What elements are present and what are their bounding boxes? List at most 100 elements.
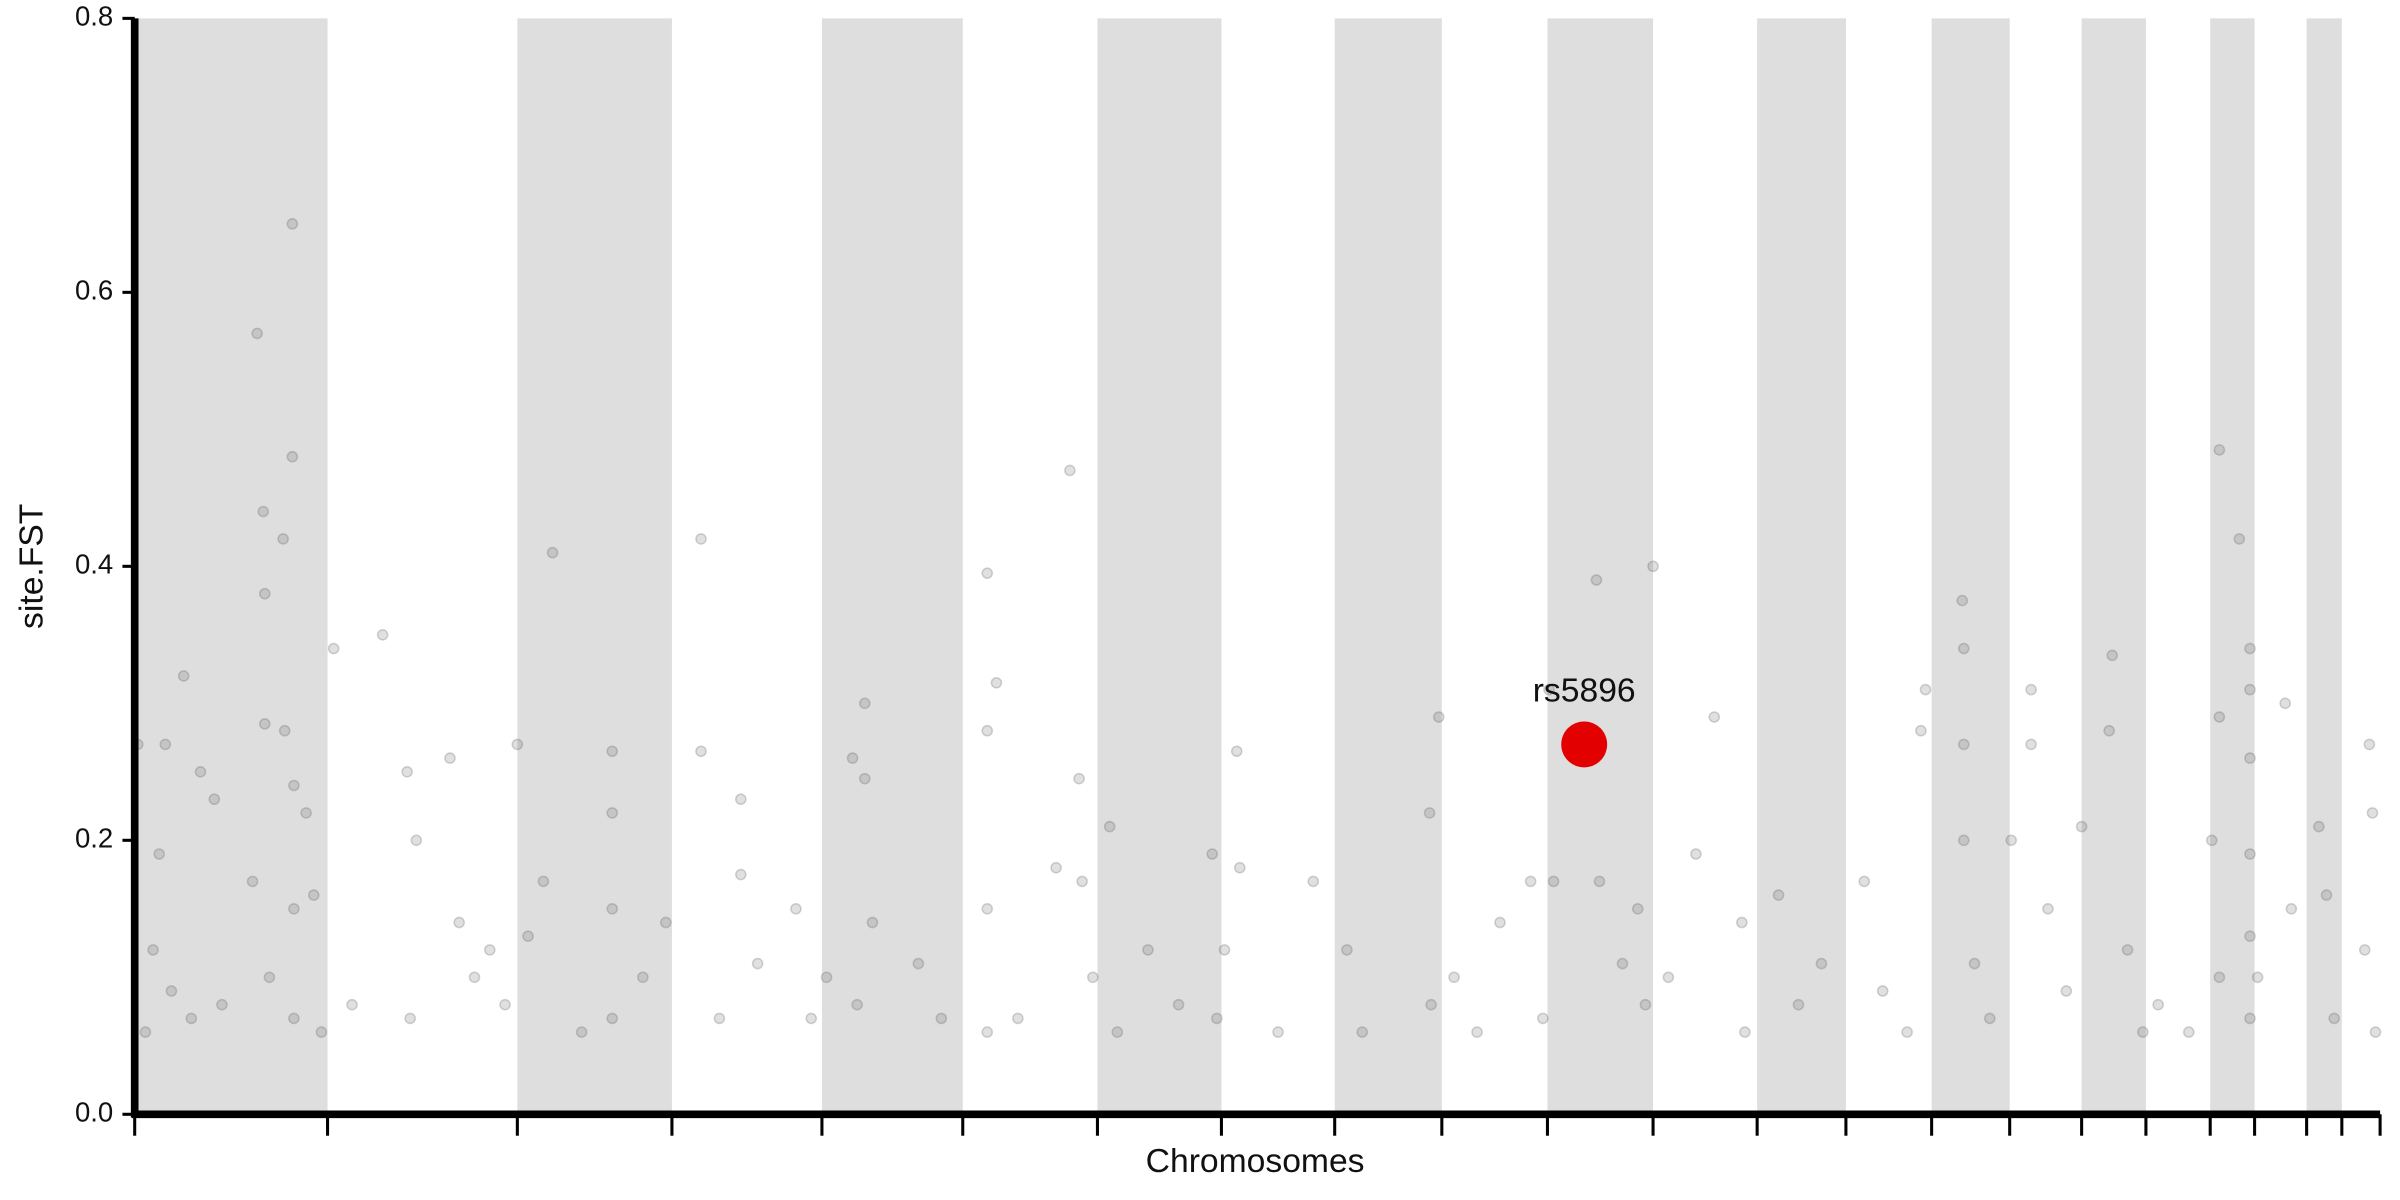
snp-point <box>606 745 619 758</box>
snp-point <box>606 902 619 915</box>
snp-point <box>735 868 747 881</box>
snp-point <box>327 642 340 655</box>
snp-point <box>2285 902 2298 915</box>
chromosome-band <box>1547 18 1654 1115</box>
snp-point <box>2279 697 2292 710</box>
snp-point <box>2205 834 2218 847</box>
snp-point <box>208 793 221 806</box>
snp-point <box>1690 848 1702 860</box>
snp-point <box>790 902 802 915</box>
snp-point <box>2213 711 2226 723</box>
snp-point <box>258 587 271 600</box>
y-tick-label: 0.0 <box>75 1097 113 1128</box>
snp-point <box>1524 875 1537 888</box>
snp-point <box>2106 649 2119 662</box>
snp-point <box>2233 533 2246 545</box>
snp-point <box>1639 998 1652 1011</box>
snp-point <box>251 327 263 340</box>
snp-point <box>2244 683 2256 696</box>
snp-point <box>1957 738 1970 751</box>
snp-point <box>2152 998 2164 1011</box>
snp-point <box>990 676 1003 689</box>
snp-point <box>2042 902 2054 915</box>
chromosome-band <box>1334 18 1442 1115</box>
snp-point <box>2369 1026 2382 1038</box>
snp-point <box>1647 560 1659 573</box>
snp-point <box>483 944 496 956</box>
snp-point <box>858 772 871 785</box>
snp-point <box>159 738 172 751</box>
snp-point <box>1547 875 1560 888</box>
snp-point <box>695 745 707 758</box>
chromosome-band <box>2210 18 2255 1115</box>
highlight-label: rs5896 <box>1533 672 1636 709</box>
snp-point <box>713 1012 726 1025</box>
snp-point <box>935 1012 948 1025</box>
snp-point <box>606 807 619 819</box>
snp-point <box>695 533 707 545</box>
snp-point <box>2060 985 2073 997</box>
y-tick-label: 0.6 <box>75 275 113 306</box>
snp-point <box>1111 1026 1124 1038</box>
snp-point <box>2213 444 2226 456</box>
chromosome-band <box>1097 18 1222 1115</box>
snp-point <box>2313 820 2325 833</box>
snp-point <box>1432 711 1445 723</box>
snp-point <box>2358 944 2371 956</box>
snp-point <box>1792 998 1805 1011</box>
snp-point <box>410 834 423 847</box>
snp-point <box>2025 738 2037 751</box>
snp-point <box>288 779 300 792</box>
highlight-point <box>1561 721 1608 768</box>
snp-point <box>2363 738 2376 751</box>
snp-point <box>376 629 389 641</box>
snp-point <box>1142 944 1154 956</box>
snp-point <box>1957 834 1970 847</box>
snp-point <box>2366 807 2379 819</box>
snp-point <box>2244 642 2256 655</box>
snp-point <box>1616 957 1629 970</box>
snp-point <box>1772 889 1785 901</box>
snp-point <box>1425 998 1437 1011</box>
snp-point <box>1858 875 1871 888</box>
snp-point <box>1662 971 1675 984</box>
snp-point <box>1307 875 1320 888</box>
y-tick-label: 0.8 <box>75 1 113 32</box>
chromosome-band <box>1757 18 1846 1115</box>
snp-point <box>1901 1026 1913 1038</box>
snp-point <box>981 567 994 579</box>
snp-point <box>263 971 276 984</box>
snp-point <box>1087 971 1099 984</box>
snp-point <box>2244 1012 2256 1025</box>
snp-point <box>1957 642 1970 655</box>
snp-point <box>1815 957 1828 970</box>
snp-point <box>1103 820 1116 833</box>
snp-point <box>278 724 291 737</box>
snp-point <box>453 916 466 929</box>
snp-point <box>307 889 320 901</box>
snp-point <box>2182 1026 2195 1038</box>
snp-point <box>194 765 207 778</box>
snp-point <box>401 765 413 778</box>
snp-point <box>511 738 524 751</box>
y-tick-label: 0.2 <box>75 823 113 854</box>
snp-point <box>1423 807 1436 819</box>
snp-point <box>2103 724 2115 737</box>
snp-point <box>1073 772 1085 785</box>
snp-point <box>444 752 456 764</box>
y-tick-label: 0.4 <box>75 549 113 580</box>
snp-point <box>820 971 833 984</box>
snp-point <box>257 505 270 518</box>
snp-point <box>258 718 271 730</box>
snp-point <box>2244 848 2256 860</box>
snp-point <box>1876 985 1889 997</box>
snp-point <box>1968 957 1981 970</box>
chromosome-band <box>134 18 328 1115</box>
snp-point <box>499 998 511 1011</box>
x-axis-title: Chromosomes <box>1146 1143 1365 1180</box>
snp-point <box>300 807 312 819</box>
snp-point <box>1272 1026 1284 1038</box>
snp-point <box>315 1026 328 1038</box>
snp-point <box>846 752 859 764</box>
snp-point <box>1064 464 1076 477</box>
